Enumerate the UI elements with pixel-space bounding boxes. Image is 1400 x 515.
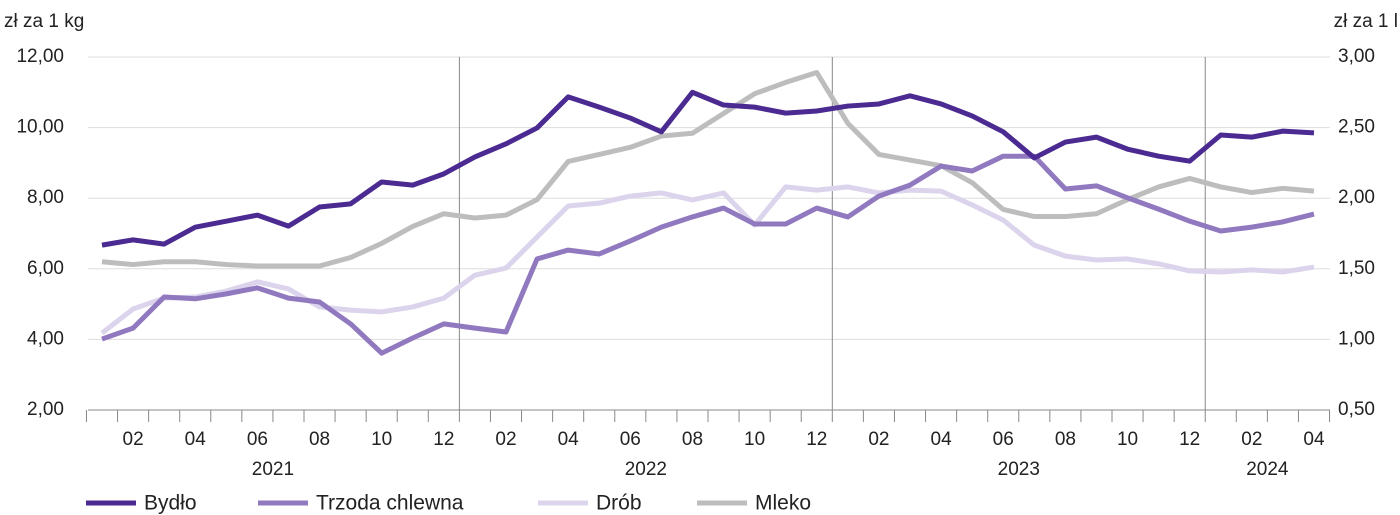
x-tick-label: 12 <box>1179 429 1200 450</box>
y-tick-label: 8,00 <box>27 187 64 208</box>
legend-label: Mleko <box>755 492 811 515</box>
x-tick-label: 12 <box>806 429 827 450</box>
x-tick-label: 04 <box>185 429 207 450</box>
y-tick-label: 10,00 <box>16 117 64 138</box>
x-tick-label: 12 <box>433 429 454 450</box>
y-tick-label: 2,00 <box>27 399 64 420</box>
x-tick-label: 04 <box>1303 429 1325 450</box>
x-tick-label: 10 <box>1117 429 1138 450</box>
legend-label: Bydło <box>144 492 197 515</box>
y-tick-label: 6,00 <box>27 258 64 279</box>
y2-tick-label: 0,50 <box>1338 399 1375 420</box>
y-axis-label: zł za 1 kg <box>4 11 84 32</box>
series-line <box>101 89 1315 248</box>
year-label: 2023 <box>998 459 1040 480</box>
legend-label: Drób <box>596 492 642 515</box>
y-tick-label: 12,00 <box>16 46 64 67</box>
x-tick-label: 02 <box>123 429 144 450</box>
y2-axis-label: zł za 1 l <box>1334 11 1398 32</box>
year-label: 2021 <box>252 459 294 480</box>
x-tick-label: 08 <box>1055 429 1076 450</box>
x-tick-label: 02 <box>868 429 889 450</box>
series-line <box>100 184 1315 336</box>
x-tick-label: 06 <box>620 429 641 450</box>
y2-tick-label: 1,50 <box>1338 258 1375 279</box>
x-tick-label: 04 <box>931 429 953 450</box>
year-label: 2024 <box>1246 459 1289 480</box>
year-label: 2022 <box>625 459 667 480</box>
x-tick-label: 10 <box>371 429 392 450</box>
x-tick-label: 08 <box>309 429 330 450</box>
x-tick-label: 08 <box>682 429 703 450</box>
x-tick-label: 02 <box>1241 429 1262 450</box>
x-tick-label: 06 <box>993 429 1014 450</box>
series-line <box>101 70 1315 269</box>
y2-tick-label: 2,00 <box>1338 187 1375 208</box>
y2-tick-label: 3,00 <box>1338 46 1375 67</box>
x-tick-label: 06 <box>247 429 268 450</box>
legend-label: Trzoda chlewna <box>316 492 464 515</box>
x-tick-label: 02 <box>495 429 516 450</box>
x-tick-label: 10 <box>744 429 765 450</box>
series-line <box>101 153 1315 356</box>
x-tick-label: 04 <box>558 429 580 450</box>
y2-tick-label: 1,00 <box>1338 328 1375 349</box>
y-tick-label: 4,00 <box>27 328 64 349</box>
y2-tick-label: 2,50 <box>1338 117 1375 138</box>
